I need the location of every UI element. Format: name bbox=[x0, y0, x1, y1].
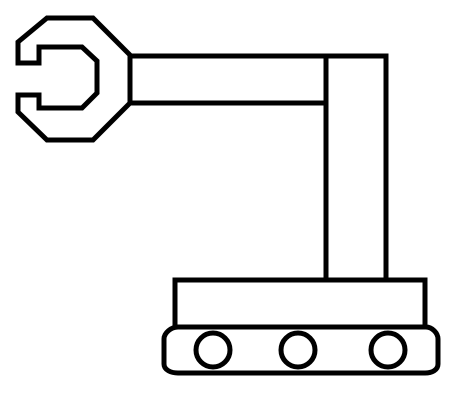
horizontal-arm bbox=[127, 53, 329, 106]
track-wheel-left bbox=[193, 330, 233, 370]
track-wheel-right bbox=[368, 330, 408, 370]
gripper-claw bbox=[15, 15, 133, 143]
track-wheel-middle bbox=[278, 330, 318, 370]
vertical-tower bbox=[323, 53, 389, 283]
base-block bbox=[172, 277, 428, 330]
